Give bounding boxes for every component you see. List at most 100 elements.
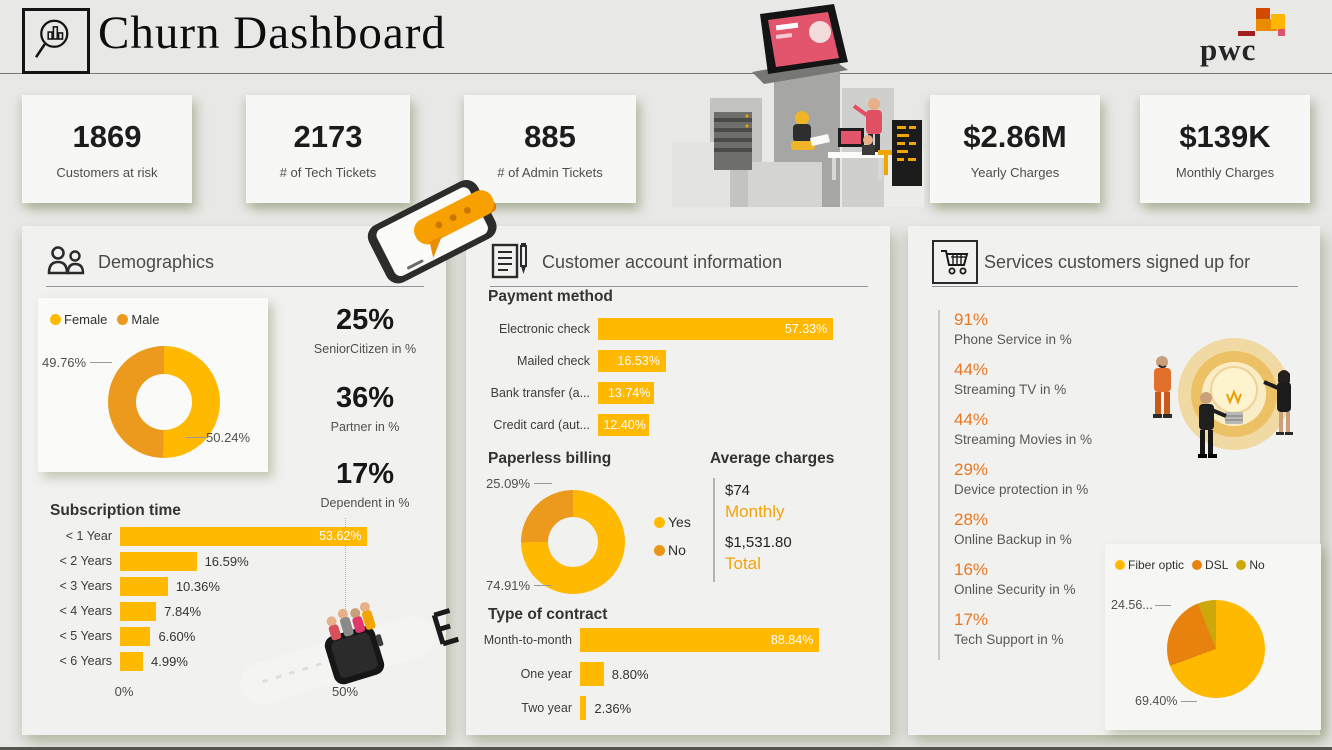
stat-value: 36%: [335, 382, 395, 414]
stat-senior-citizen[interactable]: 25% SeniorCitizen in %: [290, 304, 440, 356]
kpi-label: Monthly Charges: [1175, 164, 1275, 180]
gender-donut-chart[interactable]: Female Male 49.76% 50.24%: [38, 298, 268, 472]
bar-row[interactable]: < 4 Years 7.84%: [26, 601, 426, 621]
bar-row[interactable]: Electronic check 57.33%: [478, 318, 836, 340]
service-online-security[interactable]: 16% Online Security in %: [954, 560, 1154, 597]
legend-label: Male: [131, 312, 160, 327]
bar-row[interactable]: Month-to-month 88.84%: [468, 628, 823, 652]
bar-row[interactable]: < 1 Year 53.62%: [26, 526, 426, 546]
bar-value: 57.33%: [784, 322, 828, 336]
panel-divider: [490, 286, 868, 287]
x-axis-tick-50: 50%: [331, 684, 359, 699]
gender-donut[interactable]: [108, 346, 220, 458]
bar[interactable]: 12.40%: [598, 414, 649, 436]
callout-line: [1181, 701, 1197, 702]
bar[interactable]: 88.84%: [580, 628, 820, 652]
internet-service-pie-chart[interactable]: Fiber optic DSL No 24.56... 69.40%: [1105, 544, 1321, 730]
phone-chat-illustration: [367, 179, 497, 284]
bar-category: < 6 Years: [59, 654, 112, 668]
service-online-backup[interactable]: 28% Online Backup in %: [954, 510, 1154, 547]
bar[interactable]: 16.53%: [598, 350, 666, 372]
bar[interactable]: [120, 651, 144, 671]
kpi-monthly-charges[interactable]: $139K Monthly Charges: [1140, 95, 1310, 203]
bar-row[interactable]: < 2 Years 16.59%: [26, 551, 426, 571]
no-legend-dot: [1236, 560, 1247, 570]
bar-category: Credit card (aut...: [493, 418, 590, 432]
service-label: Tech Support in %: [954, 632, 1064, 647]
paperless-no-label: 25.09%: [486, 476, 531, 491]
kpi-value: 1869: [72, 118, 142, 154]
service-label: Online Security in %: [954, 582, 1076, 597]
kpi-value: $2.86M: [963, 118, 1067, 154]
stat-dependent[interactable]: 17% Dependent in %: [290, 458, 440, 510]
idea-lightbulb-illustration: [1153, 338, 1293, 458]
kpi-value: 885: [524, 118, 576, 154]
stat-label: Partner in %: [330, 420, 400, 434]
bar-row[interactable]: < 5 Years 6.60%: [26, 626, 426, 646]
bar-category: < 1 Year: [65, 529, 112, 543]
female-legend-dot: [50, 314, 61, 325]
bar[interactable]: [580, 696, 587, 720]
service-label: Streaming TV in %: [954, 382, 1067, 397]
bar-row[interactable]: Mailed check 16.53%: [478, 350, 836, 372]
internet-pie-legend[interactable]: Fiber optic DSL No: [1115, 558, 1265, 572]
x-axis-tick-0: 0%: [114, 684, 134, 699]
bar-category: < 2 Years: [59, 554, 112, 568]
fiber-legend-dot: [1115, 560, 1125, 570]
paperless-legend-yes[interactable]: Yes: [654, 514, 691, 530]
kpi-customers-at-risk[interactable]: 1869 Customers at risk: [22, 95, 192, 203]
bar[interactable]: [120, 601, 157, 621]
bar-value: 10.36%: [175, 578, 220, 594]
paperless-donut[interactable]: [521, 490, 625, 594]
kpi-admin-tickets[interactable]: 885 # of Admin Tickets: [464, 95, 636, 203]
service-device-protection[interactable]: 29% Device protection in %: [954, 460, 1154, 497]
bar[interactable]: [120, 626, 151, 646]
service-value: 16%: [954, 560, 989, 579]
cart-icon: [932, 240, 978, 284]
paperless-legend-no[interactable]: No: [654, 542, 686, 558]
bar[interactable]: 53.62%: [120, 526, 368, 546]
kpi-tech-tickets[interactable]: 2173 # of Tech Tickets: [246, 95, 410, 203]
service-streaming-tv[interactable]: 44% Streaming TV in %: [954, 360, 1154, 397]
kpi-yearly-charges[interactable]: $2.86M Yearly Charges: [930, 95, 1100, 203]
stat-partner[interactable]: 36% Partner in %: [290, 382, 440, 434]
service-value: 91%: [954, 310, 989, 329]
bar-value: 13.74%: [607, 386, 651, 400]
subscription-bar-chart[interactable]: < 1 Year 53.62% < 2 Years 16.59% < 3 Yea…: [26, 518, 426, 716]
male-share-label: 49.76%: [42, 355, 87, 370]
bar-row[interactable]: One year 8.80%: [468, 662, 823, 686]
internet-pie[interactable]: [1167, 600, 1265, 698]
bar-row[interactable]: Two year 2.36%: [468, 696, 823, 720]
total-charge-label: Total: [725, 554, 761, 573]
total-charge-value: $1,531.80: [725, 534, 792, 551]
yes-legend-dot: [654, 516, 665, 528]
bar[interactable]: [120, 576, 168, 596]
kpi-value: $139K: [1179, 118, 1271, 154]
bar-value: 6.60%: [158, 628, 196, 644]
service-streaming-movies[interactable]: 44% Streaming Movies in %: [954, 410, 1154, 447]
bar-category: < 5 Years: [59, 629, 112, 643]
bar[interactable]: 57.33%: [598, 318, 834, 340]
callout-line: [186, 437, 206, 438]
bar-row[interactable]: Bank transfer (a... 13.74%: [478, 382, 836, 404]
callout-line: [1155, 605, 1171, 606]
bar-row[interactable]: Credit card (aut... 12.40%: [478, 414, 836, 436]
bar-category: Two year: [521, 701, 572, 715]
stat-value: 17%: [335, 458, 395, 490]
bar[interactable]: [580, 662, 604, 686]
gender-legend[interactable]: Female Male: [50, 312, 160, 327]
header-divider: [0, 73, 1332, 74]
bar-row[interactable]: < 6 Years 4.99%: [26, 651, 426, 671]
bar[interactable]: [120, 551, 197, 571]
service-label: Device protection in %: [954, 482, 1089, 497]
workspace-illustration: [672, 4, 924, 207]
bar-row[interactable]: < 3 Years 10.36%: [26, 576, 426, 596]
panel-divider: [46, 286, 424, 287]
service-tech-support[interactable]: 17% Tech Support in %: [954, 610, 1154, 647]
services-list[interactable]: 91% Phone Service in % 44% Streaming TV …: [938, 310, 1154, 660]
magnifier-chart-icon: [30, 14, 82, 69]
service-phone[interactable]: 91% Phone Service in %: [954, 310, 1154, 347]
bar-value: 4.99%: [151, 653, 188, 669]
bar-category: Mailed check: [517, 354, 590, 368]
bar[interactable]: 13.74%: [598, 382, 655, 404]
